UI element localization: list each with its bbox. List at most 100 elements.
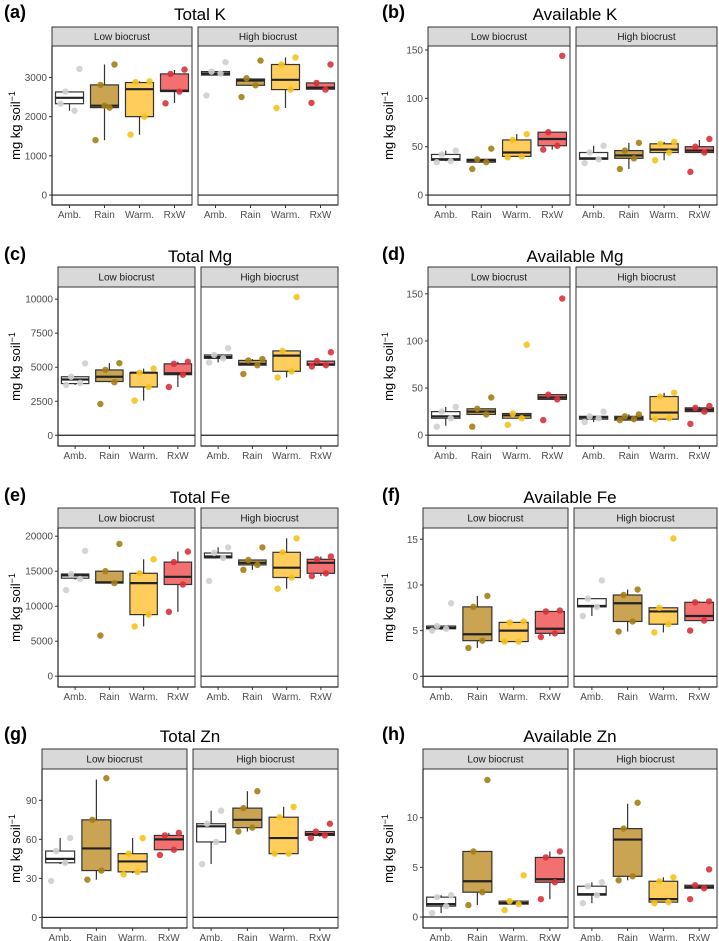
- plot-area: [57, 527, 196, 688]
- data-point: [474, 405, 481, 412]
- y-tick-label: 10000: [25, 295, 53, 306]
- x-tick-label: Rain: [240, 210, 261, 221]
- box-rxw: RxW: [163, 358, 193, 462]
- x-tick-label: RxW: [167, 451, 189, 462]
- x-tick-label: Rain: [237, 933, 258, 941]
- data-point: [167, 70, 174, 78]
- y-axis-label: mg kg soil−1: [7, 332, 23, 401]
- box-warm: Warm.: [124, 78, 155, 221]
- box-warm: Warm.: [272, 535, 301, 703]
- box-rain: Rain: [235, 57, 266, 221]
- iqr-box: [648, 607, 679, 625]
- data-point: [665, 415, 673, 422]
- data-point: [145, 611, 152, 618]
- box-rxw: RxW: [306, 349, 336, 462]
- box-amb: Amb.: [576, 577, 607, 703]
- box-amb: Amb.: [54, 65, 85, 221]
- data-point: [84, 876, 91, 883]
- data-point: [520, 872, 527, 879]
- data-point: [670, 389, 678, 396]
- box-amb: Amb.: [60, 360, 90, 462]
- data-point: [537, 633, 545, 641]
- data-point: [308, 572, 316, 580]
- x-tick-label: RxW: [541, 451, 563, 462]
- data-point: [285, 850, 292, 857]
- box-warm: Warm.: [270, 54, 301, 221]
- y-tick-label: 5000: [31, 637, 54, 648]
- box-amb: Amb.: [430, 147, 461, 221]
- data-point: [484, 776, 491, 784]
- iqr-box: [430, 411, 461, 419]
- facet-low-biocrust: Low biocrust 0 1000 2000 3000 Amb. Rain Warm. Rx…: [25, 26, 193, 221]
- data-point: [629, 618, 636, 625]
- data-point: [506, 897, 513, 905]
- data-point: [692, 404, 699, 412]
- data-point: [634, 586, 641, 593]
- x-tick-label: Amb.: [206, 451, 229, 462]
- box-rain: Rain: [462, 592, 493, 703]
- data-point: [67, 570, 75, 578]
- data-point: [540, 416, 547, 424]
- box-amb: Amb.: [200, 58, 231, 221]
- data-point: [509, 136, 516, 144]
- data-point: [616, 165, 624, 173]
- data-point: [116, 540, 123, 548]
- y-axis-label: mg kg soil−1: [7, 573, 23, 642]
- data-point: [479, 637, 486, 644]
- box-amb: Amb.: [426, 600, 457, 703]
- panel-letter: (b): [382, 2, 405, 22]
- x-tick-label: Amb.: [63, 451, 86, 462]
- iqr-box: [612, 594, 643, 623]
- data-point: [705, 598, 713, 605]
- x-tick-label: Warm.: [499, 933, 528, 941]
- box-amb: Amb.: [196, 807, 227, 941]
- x-tick-label: Amb.: [63, 692, 86, 703]
- x-tick-label: Amb.: [429, 692, 452, 703]
- data-point: [515, 900, 522, 908]
- facet-high-biocrust: High biocrust Amb. Rain Warm. RxW: [575, 26, 718, 221]
- x-tick-label: Warm.: [502, 451, 531, 462]
- data-point: [89, 816, 96, 824]
- x-tick-label: Warm.: [650, 210, 679, 221]
- box-amb: Amb.: [578, 142, 609, 221]
- box-rain: Rain: [612, 799, 643, 941]
- data-point: [630, 155, 638, 162]
- box-rxw: RxW: [534, 848, 565, 941]
- data-point: [691, 599, 699, 606]
- plot-area: [573, 768, 718, 929]
- panel-title: Total Zn: [160, 727, 220, 746]
- x-tick-label: Rain: [242, 692, 263, 703]
- data-point: [447, 158, 454, 165]
- data-point: [470, 848, 477, 855]
- data-point: [470, 603, 477, 611]
- data-point: [687, 168, 694, 176]
- y-tick-label: 0: [417, 191, 423, 202]
- box-warm: Warm.: [129, 556, 158, 703]
- data-point: [447, 891, 455, 899]
- data-point: [292, 54, 299, 61]
- data-point: [76, 379, 84, 387]
- data-point: [156, 851, 164, 859]
- y-axis-label: mg kg soil−1: [380, 332, 396, 401]
- facet-strip-label: Low biocrust: [471, 273, 527, 284]
- data-point: [656, 604, 663, 611]
- box-rxw: RxW: [684, 402, 715, 462]
- data-point: [465, 644, 472, 652]
- plot-area: [51, 45, 193, 206]
- iqr-box: [81, 819, 112, 872]
- y-tick-label: 30: [26, 874, 38, 885]
- iqr-box: [498, 621, 529, 643]
- data-point: [273, 104, 280, 112]
- data-point: [705, 866, 713, 873]
- box-rain: Rain: [466, 145, 497, 221]
- data-point: [175, 829, 183, 837]
- data-point: [509, 410, 516, 417]
- box-rain: Rain: [89, 61, 120, 221]
- x-tick-label: Warm.: [499, 692, 528, 703]
- data-point: [488, 394, 495, 401]
- data-point: [621, 147, 629, 154]
- x-tick-label: RxW: [167, 692, 189, 703]
- x-tick-label: Amb.: [199, 933, 222, 941]
- data-point: [184, 358, 192, 365]
- x-tick-label: Rain: [99, 451, 120, 462]
